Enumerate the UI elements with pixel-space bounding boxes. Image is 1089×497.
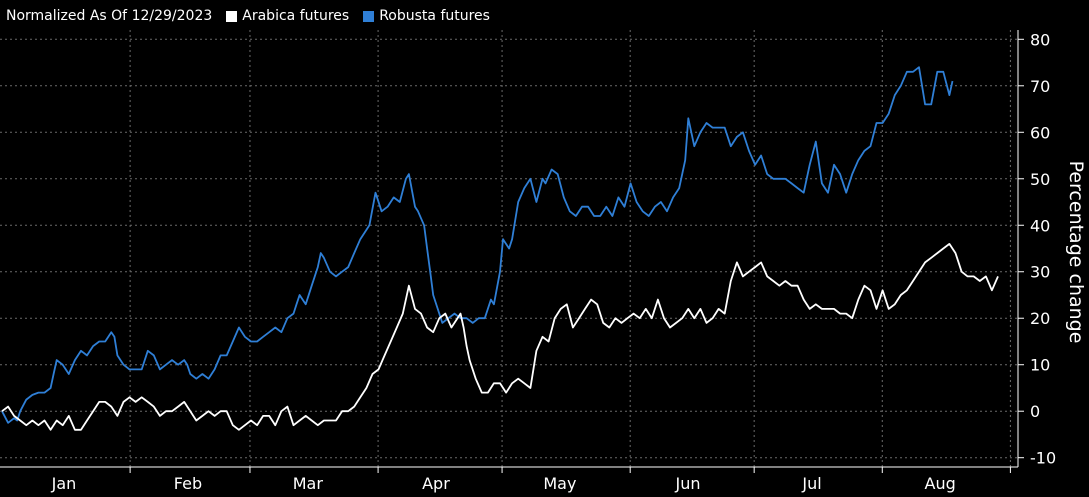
y-tick-label: 50 (1030, 170, 1050, 189)
y-tick-label: 60 (1030, 123, 1050, 142)
chart-legend: Normalized As Of 12/29/2023 Arabica futu… (6, 8, 504, 24)
y-tick-label: 70 (1030, 77, 1050, 96)
series-line-arabica (1, 243, 999, 431)
robusta-swatch (363, 10, 375, 22)
y-tick-label: -10 (1030, 449, 1056, 468)
x-tick-label: Jul (801, 474, 821, 493)
series-line-robusta (1, 66, 954, 424)
y-tick-label: 10 (1030, 356, 1050, 375)
x-tick-label: May (543, 474, 576, 493)
legend-item-robusta: Robusta futures (363, 8, 490, 24)
y-tick-label: 20 (1030, 309, 1050, 328)
legend-label-robusta: Robusta futures (379, 8, 490, 24)
y-tick-label: 0 (1030, 402, 1040, 421)
legend-item-arabica: Arabica futures (226, 8, 349, 24)
legend-label-arabica: Arabica futures (242, 8, 350, 24)
x-tick-label: Apr (422, 474, 450, 493)
x-tick-label: Mar (293, 474, 324, 493)
y-tick-label: 80 (1030, 30, 1050, 49)
x-tick-label: Jun (675, 474, 701, 493)
x-tick-label: Jan (51, 474, 77, 493)
y-tick-label: 40 (1030, 216, 1050, 235)
y-tick-label: 30 (1030, 263, 1050, 282)
normalization-note: Normalized As Of 12/29/2023 (6, 8, 213, 24)
y-axis-label: Percentage change (1065, 160, 1087, 344)
x-tick-label: Aug (925, 474, 956, 493)
x-tick-label: Feb (174, 474, 202, 493)
arabica-swatch (226, 10, 238, 22)
